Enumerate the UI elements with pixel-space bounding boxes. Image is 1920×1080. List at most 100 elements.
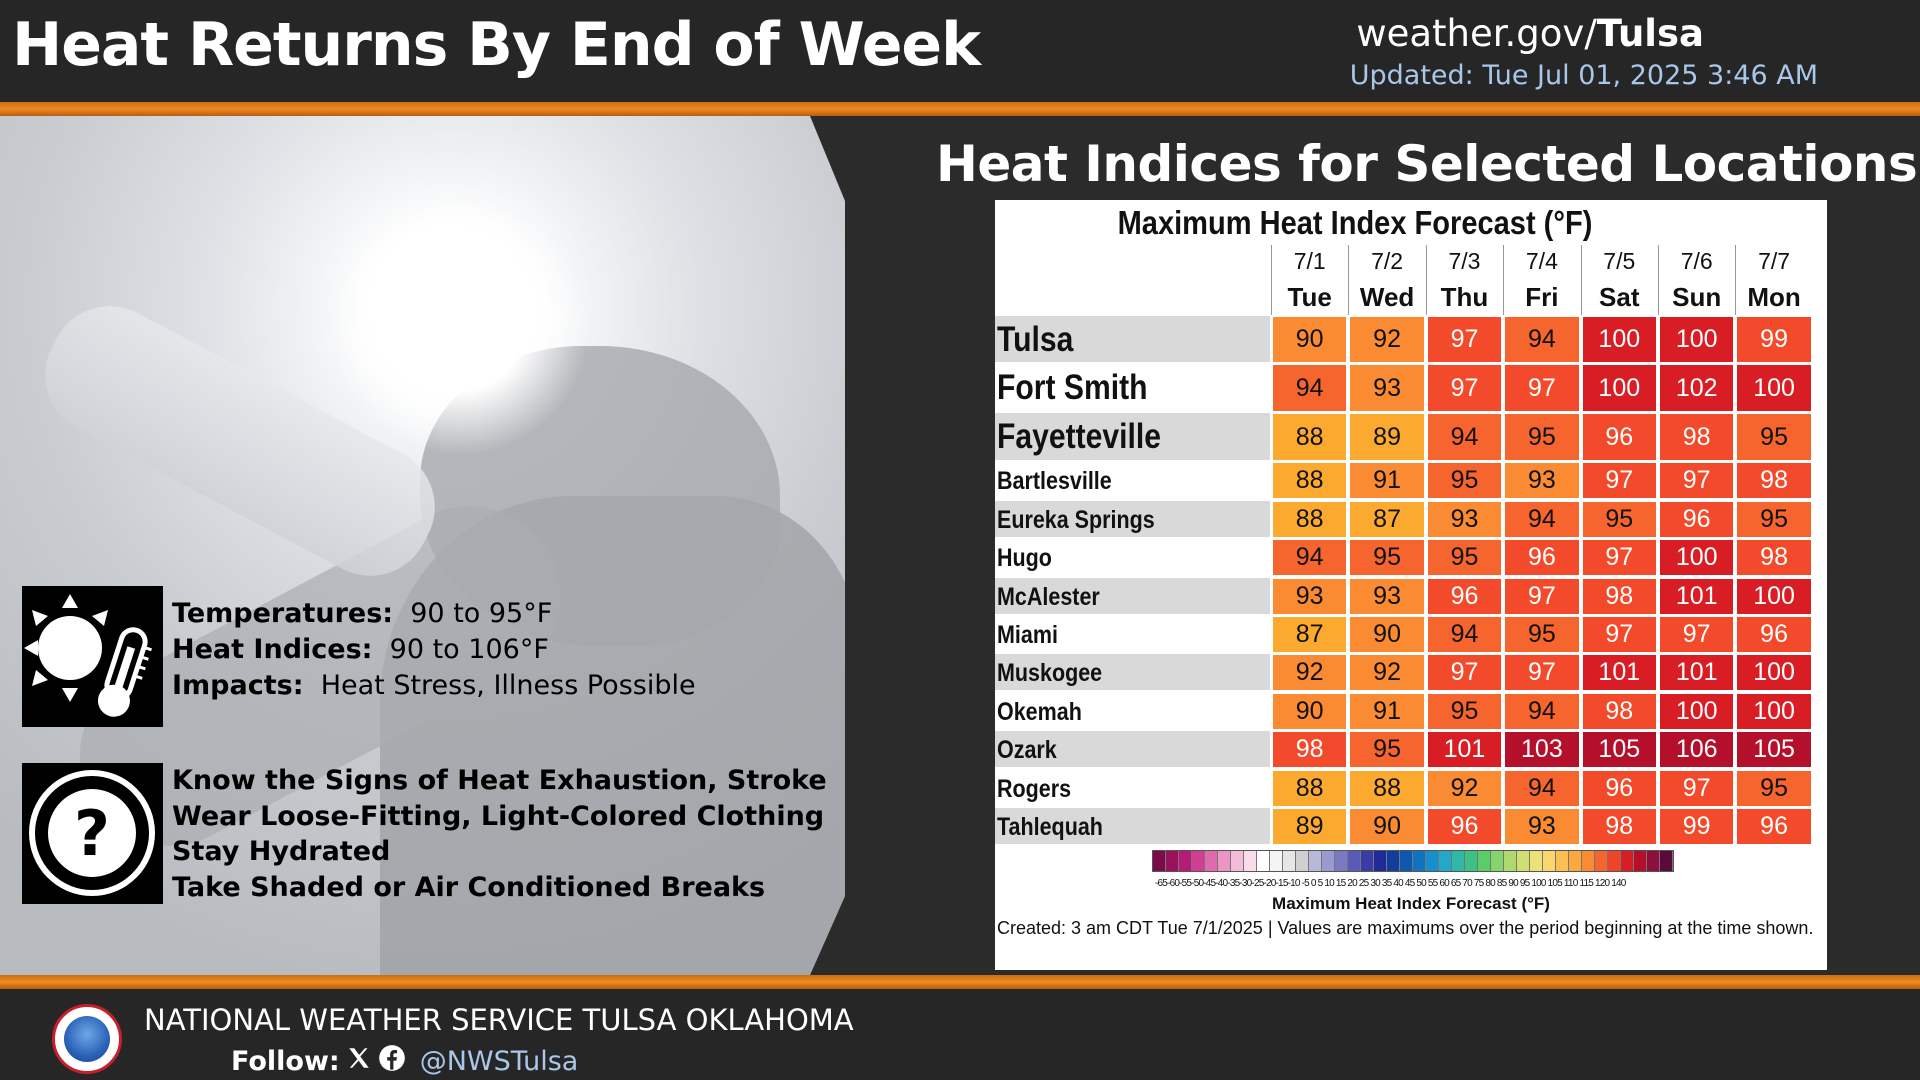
column-day: Tue [1287, 282, 1332, 312]
heat-index-cell: 94 [1273, 365, 1347, 411]
heat-index-cell: 88 [1273, 502, 1347, 537]
heat-index-cell: 101 [1660, 655, 1734, 690]
heat-index-cell: 87 [1273, 617, 1347, 652]
heat-index-cell: 89 [1273, 809, 1347, 844]
heat-index-cell: 96 [1427, 579, 1502, 614]
heat-index-cell: 94 [1505, 502, 1579, 537]
legend-swatch [1452, 851, 1465, 871]
row-label-background [995, 364, 1270, 411]
row-label-background [995, 539, 1270, 575]
safety-tip: Take Shaded or Air Conditioned Breaks [172, 871, 766, 903]
row-label-background [995, 654, 1270, 690]
heat-index-cell: 93 [1505, 809, 1579, 844]
legend-swatch [1374, 851, 1387, 871]
legend-swatch [1595, 851, 1608, 871]
sun-glow [330, 196, 590, 456]
heat-index-cell: 100 [1582, 317, 1656, 362]
heat-index-cell: 102 [1660, 365, 1734, 411]
sun-thermometer-icon [22, 586, 163, 727]
heat-index-cell: 96 [1505, 540, 1579, 575]
location-name: Fayetteville [997, 417, 1161, 457]
safety-tips: Know the Signs of Heat Exhaustion, Strok… [172, 763, 827, 905]
safety-tip: Know the Signs of Heat Exhaustion, Strok… [172, 765, 827, 796]
heat-index-cell: 97 [1505, 655, 1579, 690]
heat-index-cell: 88 [1350, 771, 1424, 806]
row-label-background [995, 770, 1270, 806]
heat-index-cell: 93 [1505, 463, 1579, 498]
legend-swatch [1465, 851, 1478, 871]
heat-index-cell: 87 [1350, 502, 1424, 537]
heat-index-cell: 97 [1660, 617, 1734, 652]
heat-index-cell: 95 [1505, 414, 1579, 460]
legend-swatch [1244, 851, 1257, 871]
color-legend [1152, 850, 1674, 872]
legend-swatch [1348, 851, 1361, 871]
heat-index-cell: 97 [1427, 365, 1502, 411]
legend-swatch [1621, 851, 1634, 871]
table-heading: Maximum Heat Index Forecast (°F) [1117, 204, 1593, 241]
location-name: Tulsa [997, 319, 1074, 359]
social-handle[interactable]: @NWSTulsa [419, 1046, 579, 1077]
section-title: Heat Indices for Selected Locations [936, 135, 1918, 193]
follow-row: Follow: @NWSTulsa [231, 1044, 578, 1079]
column-day: Mon [1747, 282, 1801, 312]
column-date: 7/2 [1371, 248, 1404, 274]
nws-logo-globe [64, 1016, 110, 1062]
legend-swatch [1296, 851, 1309, 871]
legend-swatch [1543, 851, 1556, 871]
row-label-background [995, 808, 1270, 844]
temperatures-label: Temperatures: [172, 598, 394, 629]
legend-swatch [1556, 851, 1569, 871]
column-date: 7/5 [1603, 248, 1636, 274]
legend-swatch [1283, 851, 1296, 871]
heat-index-cell: 96 [1582, 414, 1656, 460]
legend-swatch [1270, 851, 1283, 871]
heat-index-cell: 89 [1350, 414, 1424, 460]
heat-index-cell: 97 [1582, 540, 1656, 575]
facebook-icon[interactable] [378, 1044, 406, 1079]
heat-index-cell: 100 [1737, 655, 1811, 690]
page-title: Heat Returns By End of Week [12, 10, 981, 80]
heat-index-cell: 94 [1505, 694, 1579, 729]
temperatures-line: Temperatures: 90 to 95°F [172, 596, 696, 632]
legend-swatch [1569, 851, 1582, 871]
row-label-background [995, 413, 1270, 460]
heat-index-cell: 95 [1505, 617, 1579, 652]
legend-swatch [1517, 851, 1530, 871]
heat-index-cell: 94 [1427, 617, 1502, 652]
heat-index-cell: 92 [1273, 655, 1347, 690]
legend-swatch [1205, 851, 1218, 871]
heat-index-cell: 91 [1350, 463, 1424, 498]
heat-summary: Temperatures: 90 to 95°F Heat Indices: 9… [172, 596, 696, 704]
column-divider [1735, 245, 1737, 315]
heat-index-cell: 95 [1350, 540, 1424, 575]
legend-swatch [1439, 851, 1452, 871]
heat-index-cell: 94 [1273, 540, 1347, 575]
heat-index-cell: 90 [1350, 617, 1424, 652]
location-name: Miami [997, 620, 1058, 649]
heat-index-cell: 98 [1582, 579, 1656, 614]
column-date: 7/3 [1448, 248, 1481, 274]
heat-index-cell: 97 [1505, 579, 1579, 614]
heat-index-cell: 98 [1737, 540, 1811, 575]
legend-title: Maximum Heat Index Forecast (°F) [1272, 894, 1550, 913]
location-name: Bartlesville [997, 466, 1112, 495]
heat-index-cell: 100 [1737, 365, 1811, 411]
heat-index-cell: 92 [1350, 317, 1424, 362]
heat-index-cell: 98 [1737, 463, 1811, 498]
heat-index-cell: 99 [1660, 809, 1734, 844]
heat-index-cell: 100 [1737, 694, 1811, 729]
heat-index-cell: 95 [1737, 502, 1811, 537]
column-day: Sat [1599, 282, 1640, 312]
office-name: NATIONAL WEATHER SERVICE TULSA OKLAHOMA [144, 1003, 854, 1037]
heat-index-cell: 95 [1737, 414, 1811, 460]
column-divider [1580, 245, 1582, 315]
heat-index-cell: 93 [1427, 502, 1502, 537]
heat-index-cell: 90 [1350, 809, 1424, 844]
column-divider [1348, 245, 1350, 315]
x-logo-icon[interactable] [346, 1045, 372, 1078]
site-link[interactable]: weather.gov/Tulsa [1356, 12, 1704, 55]
heat-index-cell: 94 [1505, 771, 1579, 806]
legend-swatch [1660, 851, 1673, 871]
header: Heat Returns By End of Week weather.gov/… [0, 0, 1920, 102]
